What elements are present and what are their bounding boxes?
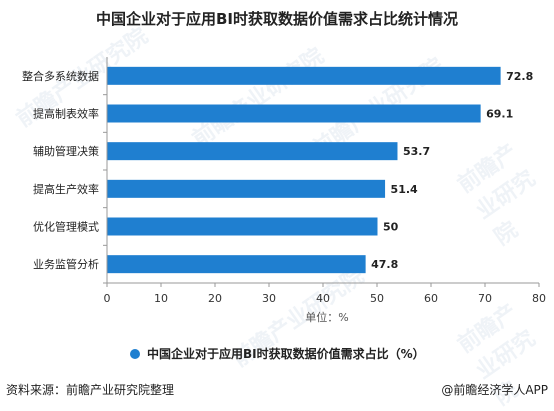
brand-credit: @前瞻经济学人APP — [441, 383, 548, 397]
legend-marker — [130, 349, 140, 359]
x-axis-unit-label: 单位：% — [305, 310, 348, 324]
value-label: 72.8 — [506, 70, 533, 83]
value-label: 50 — [383, 221, 399, 234]
bar — [107, 255, 366, 274]
bar — [107, 66, 501, 85]
legend-label: 中国企业对于应用BI时获取数据价值需求占比（%） — [147, 346, 425, 361]
x-tick-label: 10 — [154, 292, 168, 305]
category-label: 优化管理模式 — [33, 220, 99, 234]
x-tick-label: 60 — [424, 292, 438, 305]
bar — [107, 217, 378, 236]
value-label: 53.7 — [403, 145, 430, 158]
x-tick-label: 50 — [370, 292, 384, 305]
x-tick-label: 30 — [262, 292, 276, 305]
chart-title: 中国企业对于应用BI时获取数据价值需求占比统计情况 — [95, 10, 459, 28]
bar — [107, 104, 481, 123]
bar — [107, 179, 386, 198]
category-label: 辅助管理决策 — [33, 144, 99, 158]
value-label: 69.1 — [486, 108, 513, 121]
value-label: 51.4 — [391, 183, 418, 196]
category-label: 提高制表效率 — [33, 107, 99, 121]
category-label: 业务监管分析 — [33, 257, 99, 271]
x-tick-label: 80 — [532, 292, 546, 305]
category-label: 整合多系统数据 — [22, 69, 99, 83]
x-tick-label: 0 — [104, 292, 111, 305]
category-label: 提高生产效率 — [33, 182, 99, 196]
x-tick-label: 20 — [208, 292, 222, 305]
value-label: 47.8 — [371, 258, 398, 271]
x-tick-label: 70 — [478, 292, 492, 305]
bar — [107, 142, 398, 161]
source-note: 资料来源：前瞻产业研究院整理 — [6, 383, 175, 397]
x-tick-label: 40 — [316, 292, 330, 305]
